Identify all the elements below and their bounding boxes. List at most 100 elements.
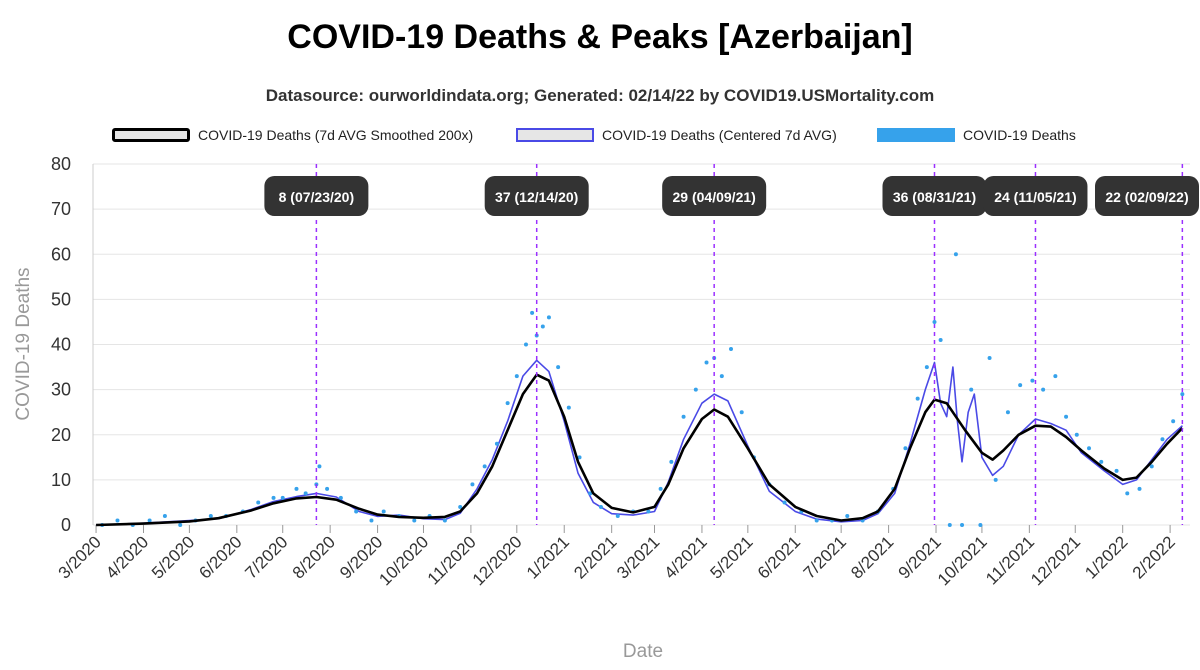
legend-label-deaths: COVID-19 Deaths bbox=[963, 127, 1076, 143]
peak-label-text: 24 (11/05/21) bbox=[994, 189, 1077, 205]
x-axis: 3/20204/20205/20206/20207/20208/20209/20… bbox=[55, 525, 1179, 589]
y-tick-label: 70 bbox=[51, 199, 71, 219]
x-tick-label: 2/2021 bbox=[570, 532, 620, 582]
peak-label-text: 22 (02/09/22) bbox=[1105, 189, 1188, 205]
death-point bbox=[1018, 383, 1023, 388]
death-point bbox=[354, 509, 359, 514]
y-tick-label: 50 bbox=[51, 289, 71, 309]
death-point bbox=[1064, 414, 1069, 419]
death-point bbox=[969, 387, 974, 392]
legend-swatch-smoothed bbox=[112, 128, 190, 142]
death-point bbox=[546, 315, 551, 320]
legend-item-smoothed[interactable]: COVID-19 Deaths (7d AVG Smoothed 200x) bbox=[112, 124, 473, 146]
death-point bbox=[598, 504, 603, 509]
y-tick-label: 80 bbox=[51, 154, 71, 174]
death-point bbox=[338, 495, 343, 500]
peak-label-box bbox=[983, 176, 1088, 216]
x-tick-label: 8/2021 bbox=[847, 532, 897, 582]
series-smoothed-line bbox=[96, 373, 1184, 527]
death-point bbox=[729, 347, 734, 352]
death-point bbox=[1114, 468, 1119, 473]
peak-label-box bbox=[264, 176, 369, 216]
death-point bbox=[162, 513, 167, 518]
death-point bbox=[381, 509, 386, 514]
x-tick-label: 3/2021 bbox=[613, 532, 663, 582]
peak-label-box bbox=[484, 176, 589, 216]
death-point bbox=[739, 410, 744, 415]
y-tick-label: 30 bbox=[51, 380, 71, 400]
death-point bbox=[369, 518, 374, 523]
peak-label: 36 (08/31/21) bbox=[882, 176, 987, 216]
x-tick-label: 11/2021 bbox=[982, 532, 1038, 588]
death-point bbox=[1149, 464, 1154, 469]
death-point bbox=[1053, 374, 1058, 379]
legend-item-centered[interactable]: COVID-19 Deaths (Centered 7d AVG) bbox=[516, 124, 837, 146]
peak-label-text: 29 (04/09/21) bbox=[673, 189, 756, 205]
chart-legend: COVID-19 Deaths (7d AVG Smoothed 200x) C… bbox=[0, 124, 1200, 146]
y-axis: 0 10 20 30 40 50 60 70 80 bbox=[51, 154, 71, 535]
y-tick-label: 60 bbox=[51, 244, 71, 264]
death-point bbox=[646, 509, 651, 514]
legend-item-deaths[interactable]: COVID-19 Deaths bbox=[877, 124, 1076, 146]
x-tick-label: 4/2021 bbox=[661, 532, 711, 582]
legend-label-smoothed: COVID-19 Deaths (7d AVG Smoothed 200x) bbox=[198, 127, 474, 143]
x-tick-label: 4/2020 bbox=[102, 532, 152, 582]
death-point bbox=[782, 500, 787, 505]
death-point bbox=[845, 513, 850, 518]
death-point bbox=[1030, 378, 1035, 383]
chart-subtitle: Datasource: ourworldindata.org; Generate… bbox=[265, 86, 935, 105]
x-tick-label: 2/2022 bbox=[1129, 532, 1179, 582]
death-point bbox=[505, 401, 510, 406]
x-tick-label: 12/2020 bbox=[469, 532, 526, 589]
peak-label-text: 37 (12/14/20) bbox=[495, 189, 578, 205]
peak-label-box bbox=[1095, 176, 1199, 216]
death-point bbox=[556, 365, 561, 370]
chart-title: COVID-19 Deaths & Peaks [Azerbaijan] bbox=[287, 18, 913, 56]
death-point bbox=[1125, 491, 1130, 496]
death-point bbox=[178, 523, 183, 527]
grid-layer bbox=[92, 163, 1190, 526]
death-point bbox=[932, 319, 937, 324]
death-point bbox=[938, 337, 943, 342]
x-tick-label: 12/2021 bbox=[1027, 532, 1084, 589]
death-point bbox=[514, 374, 519, 379]
y-tick-label: 20 bbox=[51, 425, 71, 445]
death-point bbox=[658, 486, 663, 491]
death-point bbox=[924, 365, 929, 370]
death-point bbox=[482, 464, 487, 469]
x-tick-label: 7/2020 bbox=[241, 532, 291, 582]
death-point bbox=[719, 374, 724, 379]
death-point bbox=[458, 504, 463, 509]
death-point bbox=[960, 523, 965, 527]
peak-label: 8 (07/23/20) bbox=[264, 176, 369, 216]
peak-label: 37 (12/14/20) bbox=[484, 176, 589, 216]
peak-label-text: 8 (07/23/20) bbox=[279, 189, 355, 205]
x-tick-label: 7/2021 bbox=[800, 532, 850, 582]
x-tick-label: 11/2020 bbox=[424, 532, 480, 588]
y-axis-label: COVID-19 Deaths bbox=[13, 267, 34, 420]
death-point bbox=[615, 513, 620, 518]
death-point bbox=[669, 459, 674, 464]
x-tick-label: 10/2021 bbox=[934, 532, 991, 589]
death-point bbox=[530, 310, 535, 315]
death-point bbox=[325, 486, 330, 491]
legend-label-centered: COVID-19 Deaths (Centered 7d AVG) bbox=[602, 127, 837, 143]
death-point bbox=[993, 477, 998, 482]
x-tick-label: 1/2022 bbox=[1081, 532, 1131, 582]
y-tick-label: 40 bbox=[51, 335, 71, 355]
death-point bbox=[303, 491, 308, 496]
death-point bbox=[115, 518, 120, 523]
death-point bbox=[1137, 486, 1142, 491]
death-point bbox=[147, 518, 152, 523]
x-tick-label: 5/2021 bbox=[706, 532, 756, 582]
death-point bbox=[271, 495, 276, 500]
death-point bbox=[208, 513, 213, 518]
death-point bbox=[987, 356, 992, 361]
death-point bbox=[540, 324, 545, 329]
death-point bbox=[1041, 387, 1046, 392]
death-point bbox=[947, 523, 952, 527]
death-point bbox=[588, 491, 593, 496]
death-point bbox=[256, 500, 261, 505]
death-point bbox=[494, 441, 499, 446]
